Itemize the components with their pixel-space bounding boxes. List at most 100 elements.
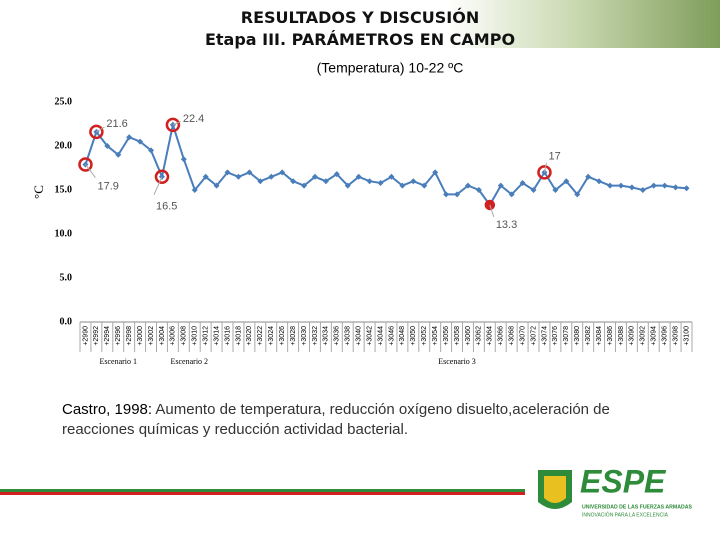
point bbox=[388, 173, 395, 180]
y-tick-label: 25.0 bbox=[55, 96, 73, 107]
x-tick-label: +3018 bbox=[235, 326, 242, 346]
point bbox=[213, 182, 220, 189]
logo-shield-inner bbox=[544, 476, 566, 503]
x-tick-label: +3066 bbox=[498, 326, 505, 346]
x-tick-label: +3090 bbox=[629, 326, 636, 346]
annotation-label: 21.6 bbox=[106, 118, 127, 130]
x-tick-label: +3070 bbox=[519, 326, 526, 346]
y-tick-label: 5.0 bbox=[60, 272, 73, 283]
point bbox=[377, 179, 384, 186]
x-tick-label: +2990 bbox=[82, 326, 89, 346]
highlight-circle bbox=[165, 117, 181, 133]
annotation-label: 13.3 bbox=[496, 219, 517, 231]
annotation-leader bbox=[172, 120, 182, 126]
highlight-circle bbox=[154, 169, 170, 185]
annotation-label: 16.5 bbox=[156, 201, 177, 213]
point bbox=[333, 171, 340, 178]
point bbox=[639, 187, 646, 193]
y-tick-label: 15.0 bbox=[55, 184, 73, 195]
x-tick-label: +3060 bbox=[465, 326, 472, 346]
point bbox=[574, 191, 581, 198]
point bbox=[279, 169, 286, 176]
x-tick-label: +3084 bbox=[596, 326, 603, 346]
x-tick-label: +3044 bbox=[377, 326, 384, 346]
x-tick-label: +3004 bbox=[159, 326, 166, 346]
logo-line1: UNIVERSIDAD DE LAS FUERZAS ARMADAS bbox=[582, 504, 692, 510]
point bbox=[104, 143, 111, 149]
title: RESULTADOS Y DISCUSIÓN bbox=[240, 8, 480, 27]
point bbox=[530, 187, 537, 193]
x-tick-label: +2996 bbox=[115, 326, 122, 346]
citation: Castro, 1998: bbox=[62, 401, 153, 418]
x-tick-label: +3098 bbox=[672, 326, 679, 346]
x-tick-label: +3068 bbox=[509, 326, 516, 346]
x-tick-label: +3026 bbox=[279, 326, 286, 346]
point bbox=[607, 182, 614, 189]
x-tick-label: +3038 bbox=[345, 326, 352, 346]
point bbox=[596, 178, 603, 185]
note-text: Aumento de temperatura, reducción oxígen… bbox=[62, 401, 610, 438]
x-tick-label: +3076 bbox=[552, 326, 559, 346]
point bbox=[115, 151, 122, 158]
y-tick-label: 20.0 bbox=[55, 140, 73, 151]
point bbox=[399, 182, 406, 189]
logo-name: ESPE bbox=[580, 463, 667, 499]
note: Castro, 1998: Aumento de temperatura, re… bbox=[62, 400, 682, 440]
x-tick-label: +3032 bbox=[312, 326, 319, 346]
x-tick-label: +3096 bbox=[662, 326, 669, 346]
header-bar bbox=[0, 0, 720, 48]
annotation-leader bbox=[96, 126, 105, 133]
point bbox=[410, 178, 417, 185]
point bbox=[672, 184, 679, 191]
x-tick-label: +3002 bbox=[148, 326, 155, 346]
point bbox=[585, 173, 592, 180]
point bbox=[311, 173, 318, 180]
point bbox=[191, 187, 198, 193]
x-tick-label: +3040 bbox=[356, 326, 363, 346]
x-tick-label: +3042 bbox=[366, 326, 373, 346]
x-tick-label: +2994 bbox=[104, 326, 111, 346]
point bbox=[454, 191, 461, 198]
x-tick-label: +3056 bbox=[443, 326, 450, 346]
x-tick-label: +3094 bbox=[651, 326, 658, 346]
subtitle: Etapa III. PARÁMETROS EN CAMPO bbox=[204, 30, 516, 49]
x-tick-label: +3082 bbox=[585, 326, 592, 346]
x-tick-label: +3072 bbox=[530, 326, 537, 346]
point bbox=[268, 173, 275, 180]
x-tick-label: +3008 bbox=[181, 326, 188, 346]
x-tick-label: +3036 bbox=[334, 326, 341, 346]
point bbox=[421, 182, 428, 189]
point bbox=[683, 185, 690, 192]
point bbox=[432, 169, 439, 176]
y-tick-label: 0.0 bbox=[60, 316, 73, 327]
x-tick-label: +3092 bbox=[640, 326, 647, 346]
y-tick-label: 10.0 bbox=[55, 228, 73, 239]
series-line bbox=[84, 120, 687, 207]
x-tick-label: +3012 bbox=[203, 326, 210, 346]
point bbox=[180, 156, 187, 163]
x-tick-label: +3024 bbox=[268, 326, 275, 346]
group-label: Escenario 3 bbox=[438, 357, 476, 366]
point bbox=[148, 147, 155, 154]
x-tick-label: +2998 bbox=[126, 326, 133, 346]
point bbox=[519, 179, 526, 186]
x-tick-label: +2992 bbox=[93, 326, 100, 346]
point bbox=[344, 182, 351, 189]
point bbox=[301, 182, 308, 189]
highlight-circle bbox=[537, 165, 552, 180]
point bbox=[137, 138, 144, 145]
point bbox=[443, 191, 450, 198]
point bbox=[366, 178, 373, 185]
point bbox=[563, 178, 570, 185]
highlight-circle bbox=[89, 124, 104, 140]
chart: (Temperatura) 10-22 ºC °C 0.0 5.0 10.0 15.0… bbox=[31, 60, 693, 366]
x-tick-label: +3048 bbox=[399, 326, 406, 346]
point bbox=[475, 187, 482, 193]
annotation-label: 22.4 bbox=[183, 113, 204, 125]
x-tick-label: +3054 bbox=[432, 326, 439, 346]
x-tick-label: +3052 bbox=[421, 326, 428, 346]
x-tick-label: +3034 bbox=[323, 326, 330, 346]
x-tick-label: +3078 bbox=[563, 326, 570, 346]
point bbox=[497, 182, 504, 189]
x-tick-label: +3000 bbox=[137, 326, 144, 346]
